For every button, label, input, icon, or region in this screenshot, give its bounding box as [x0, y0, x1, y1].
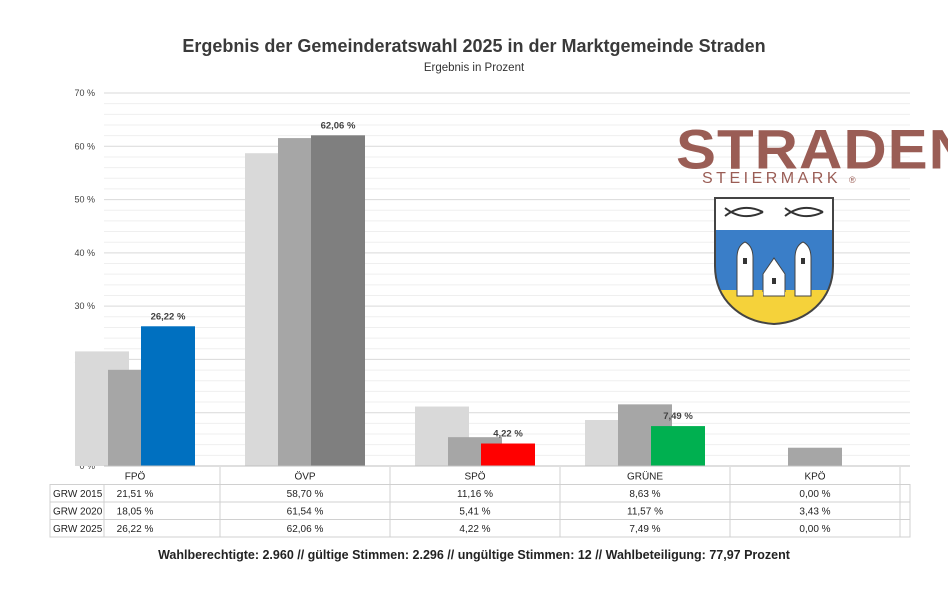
x-category-label: KPÖ [804, 471, 825, 483]
table-cell-value: 0,00 % [799, 524, 830, 535]
table-cell-value: 7,49 % [629, 524, 660, 535]
table-cell-value: 11,16 % [457, 489, 493, 500]
x-category-label: FPÖ [125, 471, 146, 483]
coat-of-arms-icon [714, 197, 834, 326]
bar-grw-2025-2 [481, 443, 535, 466]
chart-subtitle: Ergebnis in Prozent [423, 62, 525, 74]
table-cell-value: 0,00 % [799, 489, 830, 500]
table-cell-value: 62,06 % [287, 524, 324, 535]
table-cell-value: 11,57 % [627, 507, 663, 518]
x-category-label: GRÜNE [627, 471, 663, 483]
bar-chart: 0 %10 %20 %30 %40 %50 %60 %70 %26,22 %62… [49, 88, 911, 538]
table-cell-value: 18,05 % [117, 507, 154, 518]
x-category-label: SPÖ [464, 471, 485, 483]
table-cell-value: 3,43 % [799, 507, 830, 518]
table-series-label: GRW 2020 [53, 507, 103, 518]
election-summary: Wahlberechtigte: 2.960 // gültige Stimme… [158, 548, 790, 562]
table-series-label: GRW 2015 [53, 489, 103, 500]
y-tick-label: 30 % [74, 301, 95, 311]
logo-wordmark: STRADEN [676, 118, 948, 181]
table-cell-value: 8,63 % [629, 489, 660, 500]
table-cell-value: 26,22 % [117, 524, 154, 535]
data-label-2025: 4,22 % [493, 429, 523, 440]
data-label-2025: 62,06 % [321, 120, 356, 131]
chart-title: Ergebnis der Gemeinderatswahl 2025 in de… [182, 36, 766, 56]
data-label-2025: 26,22 % [151, 311, 186, 322]
table-cell-value: 4,22 % [459, 524, 490, 535]
y-tick-label: 40 % [74, 248, 95, 258]
bar-grw-2025-0 [141, 326, 195, 466]
table-cell-value: 21,51 % [117, 489, 154, 500]
bar-grw-2025-1 [311, 135, 365, 467]
x-category-label: ÖVP [294, 471, 315, 483]
data-label-2025: 7,49 % [663, 411, 693, 422]
table-cell-value: 5,41 % [459, 507, 490, 518]
y-tick-label: 70 % [74, 88, 95, 98]
bar-grw-2020-4 [788, 447, 842, 466]
table-series-label: GRW 2025 [53, 524, 103, 535]
bar-grw-2025-3 [651, 426, 705, 466]
y-tick-label: 50 % [74, 195, 95, 205]
y-tick-label: 60 % [74, 141, 95, 151]
table-cell-value: 58,70 % [287, 489, 324, 500]
logo-subtitle: STEIERMARK ® [702, 170, 856, 187]
table-cell-value: 61,54 % [287, 507, 324, 518]
